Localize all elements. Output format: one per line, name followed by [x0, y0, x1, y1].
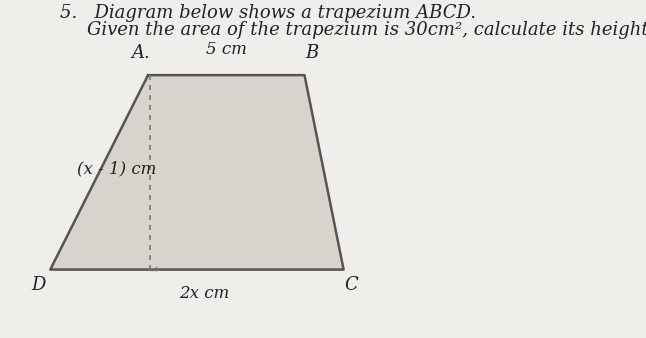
Text: D: D [31, 276, 45, 294]
Text: 2x cm: 2x cm [179, 285, 229, 301]
Text: B: B [305, 44, 318, 62]
Text: Given the area of the trapezium is 30cm², calculate its height.: Given the area of the trapezium is 30cm²… [87, 21, 646, 39]
Polygon shape [50, 75, 344, 270]
Text: (x - 1) cm: (x - 1) cm [77, 161, 156, 177]
Text: C: C [344, 276, 358, 294]
Text: A.: A. [131, 44, 150, 62]
Text: 5.   Diagram below shows a trapezium ABCD.: 5. Diagram below shows a trapezium ABCD. [60, 4, 476, 22]
Text: 5 cm: 5 cm [206, 42, 247, 58]
